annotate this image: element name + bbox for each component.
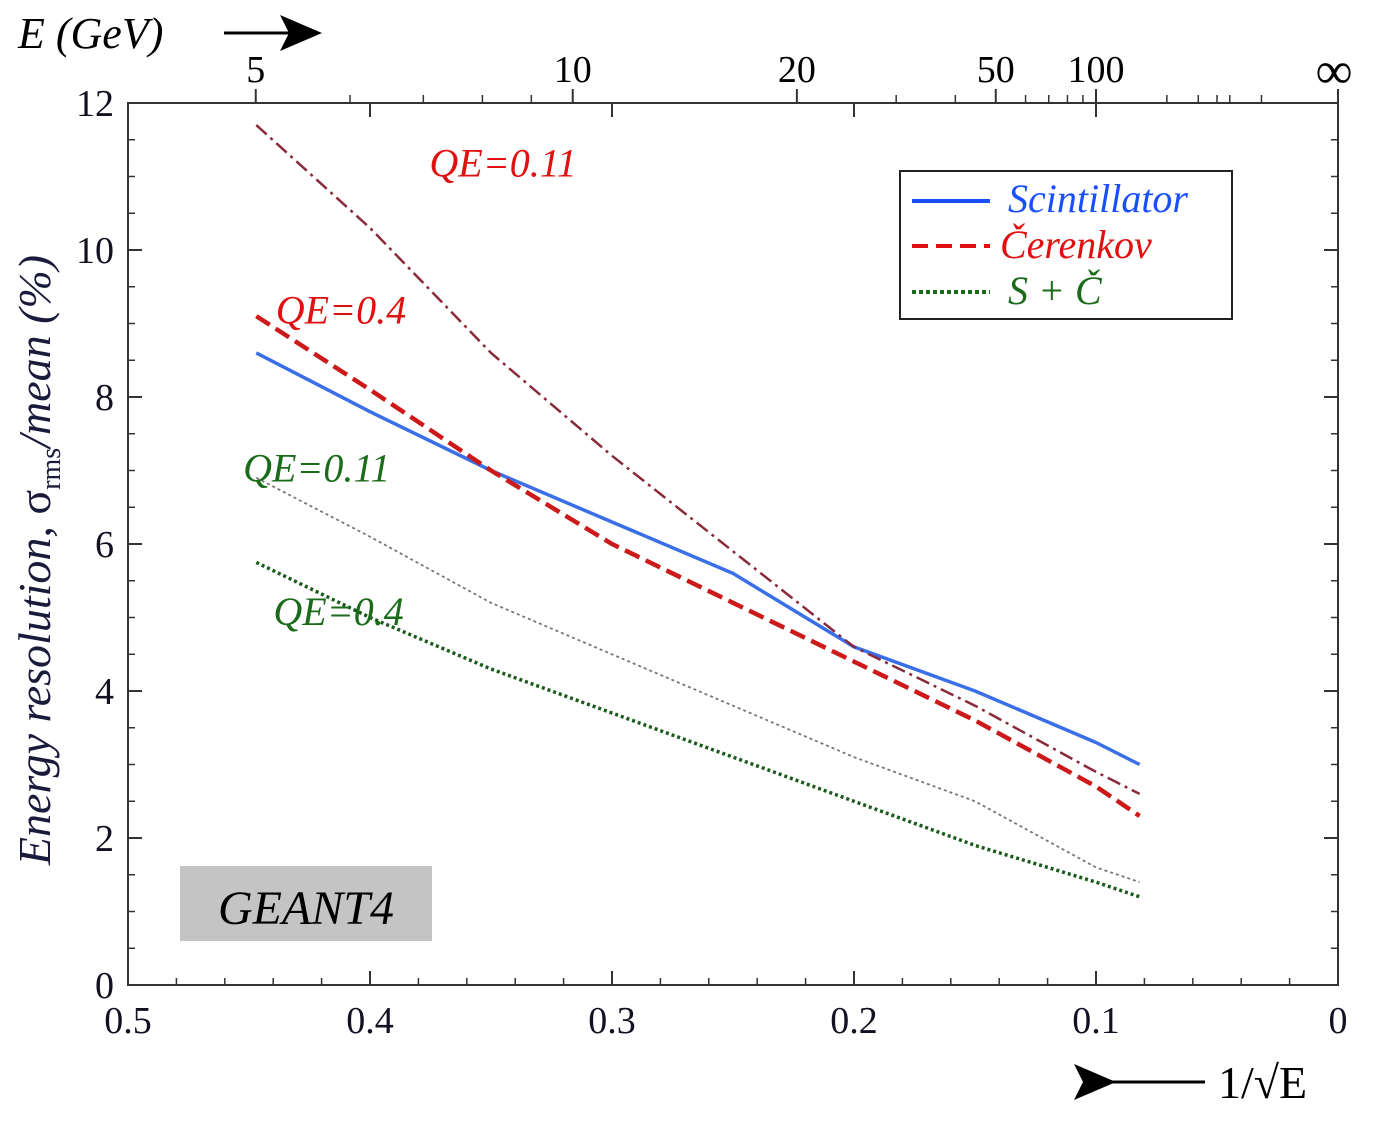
legend: Scintillator Čerenkov S + Č — [899, 170, 1233, 320]
top-tick-label-2: 20 — [778, 49, 816, 91]
geant4-badge-bg — [180, 866, 432, 941]
series-line-3 — [255, 477, 1140, 883]
series-group — [255, 124, 1141, 899]
top-tick-label-5: ∞ — [1315, 43, 1352, 100]
top-tick-label-4: 100 — [1068, 49, 1125, 91]
y-tick-label-0: 0 — [95, 965, 114, 1007]
series-line-4 — [255, 560, 1141, 899]
y-tick-label-1: 2 — [95, 818, 114, 860]
top-axis-ticks: 5 10 20 50 100 ∞ — [246, 43, 1353, 103]
x-tick-label-2: 0.3 — [588, 1000, 636, 1042]
x-tick-label-3: 0.2 — [830, 1000, 878, 1042]
legend-label-cerenkov: Čerenkov — [1000, 222, 1152, 267]
x-tick-label-5: 0 — [1329, 1000, 1348, 1042]
y-label-sub: rms — [36, 448, 67, 490]
x-tick-label-1: 0.4 — [346, 1000, 394, 1042]
top-tick-label-0: 5 — [246, 49, 265, 91]
x-tick-label-4: 0.1 — [1072, 1000, 1120, 1042]
annotation-2: QE=0.11 — [243, 446, 390, 491]
y-tick-label-4: 8 — [95, 377, 114, 419]
series-line-2 — [255, 124, 1141, 796]
y-tick-label-3: 6 — [95, 524, 114, 566]
annotation-1: QE=0.4 — [276, 288, 406, 333]
annotation-group: QE=0.11 QE=0.4 QE=0.11 QE=0.4 — [243, 141, 577, 634]
top-tick-label-1: 10 — [554, 49, 592, 91]
y-label-pre: Energy resolution, — [9, 515, 60, 866]
geant4-badge: GEANT4 — [218, 882, 394, 935]
y-axis-label: Energy resolution, σrms/mean (%) — [9, 255, 67, 866]
top-tick-label-3: 50 — [977, 49, 1015, 91]
axis-ticks: 0.5 0.4 0.3 0.2 0.1 0 0 2 4 6 8 10 12 — [76, 83, 1348, 1042]
legend-label-sc: S + Č — [1008, 268, 1103, 313]
y-tick-label-5: 10 — [76, 230, 114, 272]
legend-label-scintillator: Scintillator — [1008, 176, 1188, 221]
y-label-sigma: σ — [9, 490, 60, 515]
legend-box — [899, 170, 1233, 320]
series-line-0 — [255, 351, 1141, 767]
series-line-1 — [255, 314, 1141, 818]
y-tick-label-2: 4 — [95, 671, 114, 713]
y-tick-label-6: 12 — [76, 83, 114, 125]
x-axis-label: 1/√E — [1218, 1057, 1307, 1108]
annotation-3: QE=0.4 — [273, 589, 403, 634]
x-tick-label-0: 0.5 — [104, 1000, 152, 1042]
top-axis-title: E (GeV) — [17, 9, 163, 58]
annotation-0: QE=0.11 — [429, 141, 576, 186]
y-label-post: /mean (%) — [9, 255, 60, 451]
